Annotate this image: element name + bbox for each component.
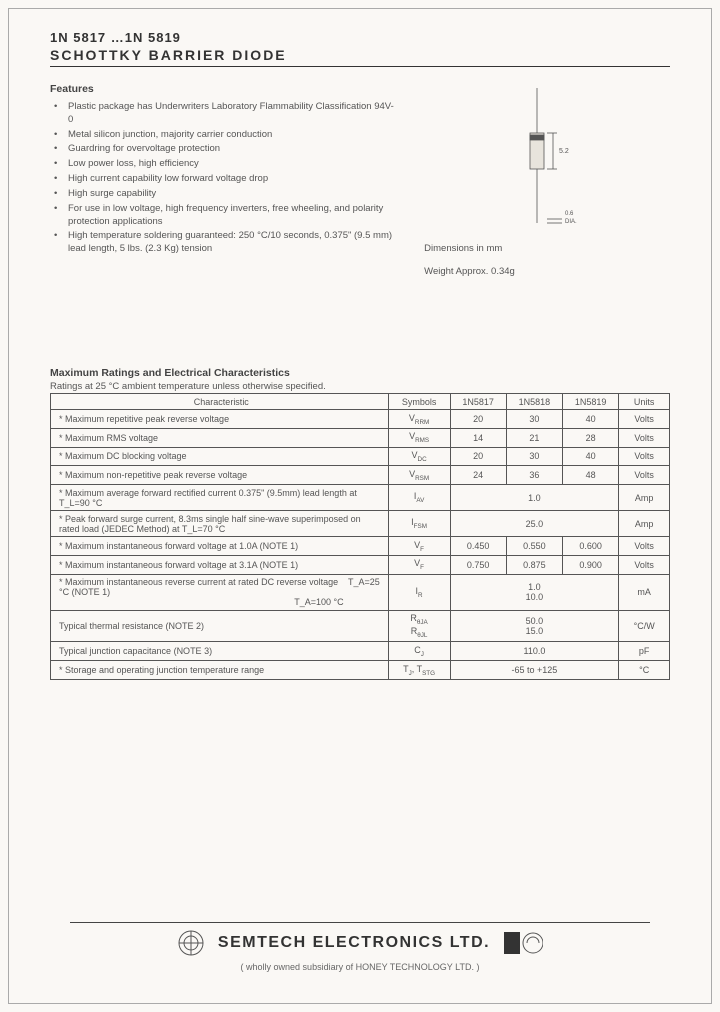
table-header-cell: 1N5818 [506, 394, 562, 410]
ratings-subheading: Ratings at 25 °C ambient temperature unl… [50, 381, 670, 392]
company-logo-icon [177, 929, 205, 960]
table-row: * Maximum DC blocking voltageVDC203040Vo… [51, 447, 670, 466]
feature-item: Low power loss, high efficiency [54, 158, 394, 171]
table-row: Typical thermal resistance (NOTE 2)RθJAR… [51, 610, 670, 642]
diagram-column: 5.2 0.6 DIA. Dimensions in mm Weight App… [424, 83, 670, 277]
diagram-weight-caption: Weight Approx. 0.34g [424, 266, 670, 277]
footer: SEMTECH ELECTRONICS LTD. ( wholly owned … [0, 922, 720, 972]
svg-text:0.6: 0.6 [565, 211, 574, 217]
table-row: * Maximum non-repetitive peak reverse vo… [51, 466, 670, 485]
table-header-cell: 1N5817 [450, 394, 506, 410]
table-row: Typical junction capacitance (NOTE 3)CJ1… [51, 642, 670, 661]
ratings-tbody: * Maximum repetitive peak reverse voltag… [51, 410, 670, 680]
top-section: Features Plastic package has Underwriter… [50, 83, 670, 277]
cert-badge-icon [503, 931, 543, 958]
table-header-cell: Symbols [388, 394, 450, 410]
table-header-cell: Characteristic [51, 394, 389, 410]
feature-item: Guardring for overvoltage protection [54, 143, 394, 156]
table-row: * Storage and operating junction tempera… [51, 661, 670, 680]
diagram-dimensions-caption: Dimensions in mm [424, 243, 670, 254]
ratings-table: CharacteristicSymbols1N58171N58181N5819U… [50, 393, 670, 680]
package-diagram: 5.2 0.6 DIA. [487, 83, 607, 233]
table-header-cell: Units [619, 394, 670, 410]
page-title: SCHOTTKY BARRIER DIODE [50, 47, 670, 63]
feature-item: High current capability low forward volt… [54, 173, 394, 186]
table-row: * Maximum instantaneous forward voltage … [51, 537, 670, 556]
footer-rule [70, 922, 650, 923]
svg-text:DIA.: DIA. [565, 219, 577, 225]
table-row: * Maximum instantaneous reverse current … [51, 574, 670, 610]
feature-item: Plastic package has Underwriters Laborat… [54, 101, 394, 127]
table-row: * Maximum repetitive peak reverse voltag… [51, 410, 670, 429]
features-column: Features Plastic package has Underwriter… [50, 83, 394, 277]
title-rule [50, 66, 670, 67]
table-header-cell: 1N5819 [563, 394, 619, 410]
features-heading: Features [50, 83, 394, 95]
features-list: Plastic package has Underwriters Laborat… [50, 101, 394, 256]
company-subsidiary: ( wholly owned subsidiary of HONEY TECHN… [0, 962, 720, 972]
svg-text:5.2: 5.2 [559, 148, 569, 155]
feature-item: Metal silicon junction, majority carrier… [54, 129, 394, 142]
part-number: 1N 5817 …1N 5819 [50, 30, 670, 45]
table-header-row: CharacteristicSymbols1N58171N58181N5819U… [51, 394, 670, 410]
ratings-heading: Maximum Ratings and Electrical Character… [50, 367, 670, 379]
table-row: * Maximum average forward rectified curr… [51, 485, 670, 511]
feature-item: For use in low voltage, high frequency i… [54, 203, 394, 229]
table-row: * Peak forward surge current, 8.3ms sing… [51, 511, 670, 537]
company-name: SEMTECH ELECTRONICS LTD. [218, 934, 490, 951]
table-row: * Maximum RMS voltageVRMS142128Volts [51, 428, 670, 447]
ratings-section: Maximum Ratings and Electrical Character… [50, 367, 670, 680]
table-row: * Maximum instantaneous forward voltage … [51, 555, 670, 574]
feature-item: High surge capability [54, 188, 394, 201]
feature-item: High temperature soldering guaranteed: 2… [54, 230, 394, 256]
